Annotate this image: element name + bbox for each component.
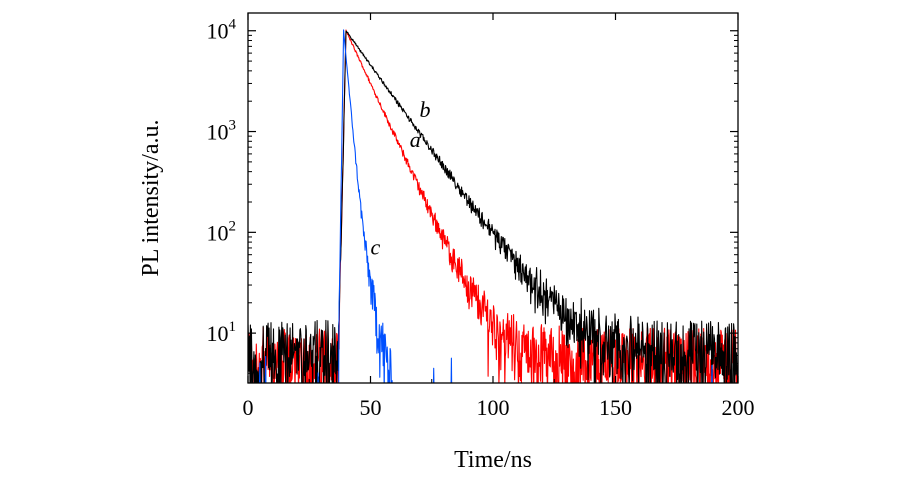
x-tick-label: 0 bbox=[243, 395, 254, 420]
x-tick-label: 150 bbox=[599, 395, 632, 420]
series-a-label: a bbox=[410, 127, 421, 152]
x-tick-label: 50 bbox=[360, 395, 382, 420]
y-tick-label: 101 bbox=[207, 319, 237, 346]
x-tick-label: 100 bbox=[477, 395, 510, 420]
y-axis-label: PL intensity/a.u. bbox=[138, 119, 164, 276]
series-b-line bbox=[248, 30, 738, 383]
x-axis-label: Time/ns bbox=[454, 447, 532, 473]
y-tick-label: 102 bbox=[207, 218, 237, 245]
y-tick-label: 104 bbox=[207, 17, 237, 44]
series-c-label: c bbox=[371, 235, 381, 260]
series-b-label: b bbox=[420, 97, 431, 122]
x-tick-label: 200 bbox=[722, 395, 755, 420]
y-tick-label: 103 bbox=[207, 118, 237, 145]
